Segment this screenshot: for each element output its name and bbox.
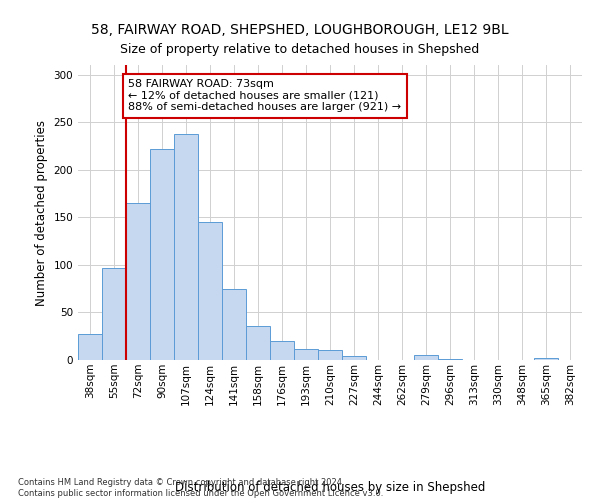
Text: Size of property relative to detached houses in Shepshed: Size of property relative to detached ho… bbox=[121, 42, 479, 56]
Bar bbox=[150, 148, 174, 360]
Text: Contains HM Land Registry data © Crown copyright and database right 2024.
Contai: Contains HM Land Registry data © Crown c… bbox=[18, 478, 383, 498]
Bar bbox=[534, 358, 558, 360]
Bar bbox=[78, 334, 102, 360]
Bar bbox=[198, 222, 222, 360]
Bar bbox=[342, 356, 366, 360]
Bar bbox=[126, 203, 150, 360]
Bar bbox=[318, 350, 342, 360]
Bar bbox=[294, 348, 318, 360]
X-axis label: Distribution of detached houses by size in Shepshed: Distribution of detached houses by size … bbox=[175, 482, 485, 494]
Bar bbox=[174, 134, 198, 360]
Bar bbox=[222, 288, 246, 360]
Bar bbox=[246, 326, 270, 360]
Y-axis label: Number of detached properties: Number of detached properties bbox=[35, 120, 48, 306]
Text: 58 FAIRWAY ROAD: 73sqm
← 12% of detached houses are smaller (121)
88% of semi-de: 58 FAIRWAY ROAD: 73sqm ← 12% of detached… bbox=[128, 80, 401, 112]
Bar bbox=[270, 341, 294, 360]
Bar bbox=[438, 359, 462, 360]
Bar bbox=[414, 355, 438, 360]
Bar bbox=[102, 268, 126, 360]
Text: 58, FAIRWAY ROAD, SHEPSHED, LOUGHBOROUGH, LE12 9BL: 58, FAIRWAY ROAD, SHEPSHED, LOUGHBOROUGH… bbox=[91, 22, 509, 36]
